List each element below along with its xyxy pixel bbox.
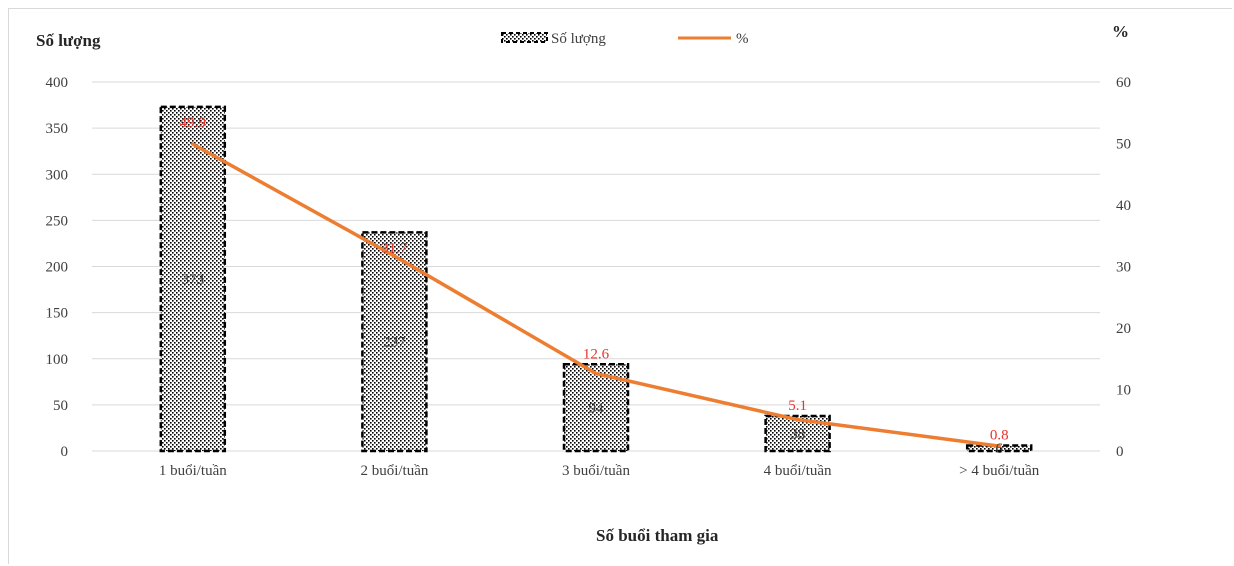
y-tick-label: 350: [46, 121, 69, 137]
y2-tick-label: 10: [1116, 383, 1131, 399]
y2-tick-label: 50: [1116, 137, 1131, 153]
bar-value-label: 373: [182, 272, 205, 288]
legend: Số lượng %: [501, 31, 749, 47]
bar-value-label: 6: [995, 441, 1003, 457]
bar-value-label: 237: [383, 335, 406, 351]
x-category-label: 3 buổi/tuần: [562, 463, 630, 479]
y-axis-ticks: 0 50 100 150 200 250 300 350 400: [46, 75, 69, 460]
chart-frame: [8, 8, 1232, 564]
bar-value-label: 94: [589, 401, 605, 417]
line-value-labels: 49.9 31.7 12.6 5.1 0.8: [180, 115, 1009, 444]
y2-tick-label: 30: [1116, 260, 1131, 276]
line-path: [191, 142, 1001, 448]
bar: [159, 105, 227, 453]
y2-axis-title: %: [1112, 22, 1129, 41]
y-tick-label: 200: [46, 260, 69, 276]
y2-axis-ticks: 0 10 20 30 40 50 60: [1116, 75, 1131, 460]
legend-line-label: %: [736, 31, 749, 47]
y-tick-label: 250: [46, 213, 69, 229]
y-tick-label: 150: [46, 306, 69, 322]
legend-bar-swatch: [501, 32, 548, 43]
y-axis-title: Số lượng: [36, 31, 101, 50]
line-series: [191, 142, 1001, 448]
legend-bar-label: Số lượng: [551, 31, 606, 47]
y2-tick-label: 0: [1116, 444, 1124, 460]
line-value-label: 0.8: [990, 427, 1009, 443]
x-category-label: 2 buổi/tuần: [360, 463, 428, 479]
x-axis-categories: 1 buổi/tuần 2 buổi/tuần 3 buổi/tuần 4 buổi/…: [159, 463, 1040, 479]
y2-tick-label: 60: [1116, 75, 1131, 91]
x-category-label: > 4 buổi/tuần: [959, 463, 1040, 479]
y-tick-label: 0: [61, 444, 69, 460]
y2-tick-label: 20: [1116, 321, 1131, 337]
y-tick-label: 400: [46, 75, 69, 91]
line-value-label: 49.9: [180, 115, 206, 131]
x-category-label: 4 buổi/tuần: [764, 463, 832, 479]
y-tick-label: 50: [53, 398, 68, 414]
y-tick-label: 100: [46, 352, 69, 368]
x-category-label: 1 buổi/tuần: [159, 463, 227, 479]
line-value-label: 12.6: [583, 346, 610, 362]
y2-tick-label: 40: [1116, 198, 1131, 214]
bar-series: [159, 105, 1033, 453]
line-value-label: 31.7: [381, 240, 408, 256]
y-tick-label: 300: [46, 167, 69, 183]
x-axis-title: Số buổi tham gia: [596, 526, 719, 545]
line-value-label: 5.1: [788, 398, 807, 414]
bar-value-labels: 373 237 94 38 6: [182, 272, 1004, 457]
bar-value-label: 38: [790, 426, 805, 442]
